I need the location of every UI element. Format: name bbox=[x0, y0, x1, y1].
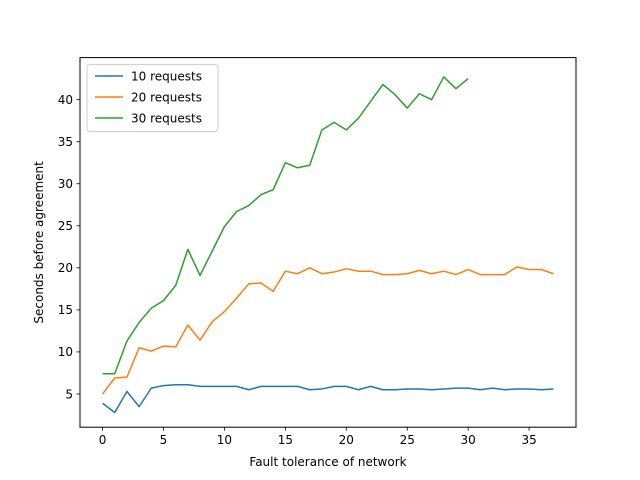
y-axis-label: Seconds before agreement bbox=[32, 161, 46, 324]
series-line-10-requests bbox=[102, 383, 554, 414]
x-tick-label: 10 bbox=[217, 433, 232, 447]
legend: 10 requests 20 requests 30 requests bbox=[86, 64, 219, 133]
x-axis-label: Fault tolerance of network bbox=[249, 455, 406, 469]
x-axis-ticks: 0 5 10 15 20 25 30 35 bbox=[99, 427, 537, 447]
y-tick-label: 10 bbox=[58, 345, 73, 359]
plot-area-frame bbox=[79, 57, 577, 428]
x-tick-label: 35 bbox=[521, 433, 536, 447]
x-tick-label: 25 bbox=[400, 433, 415, 447]
x-tick-label: 5 bbox=[160, 433, 168, 447]
x-tick-label: 20 bbox=[339, 433, 354, 447]
y-axis-ticks: 5 10 15 20 25 30 35 40 bbox=[58, 93, 80, 401]
y-tick-label: 15 bbox=[58, 303, 73, 317]
series-line-20-requests bbox=[101, 266, 554, 395]
x-tick-label: 30 bbox=[461, 433, 476, 447]
legend-label-20-requests: 20 requests bbox=[131, 91, 202, 105]
y-tick-label: 35 bbox=[58, 135, 73, 149]
x-tick-label: 15 bbox=[278, 433, 293, 447]
legend-box bbox=[86, 64, 219, 133]
y-tick-label: 40 bbox=[58, 93, 73, 107]
y-tick-label: 30 bbox=[58, 177, 73, 191]
x-tick-label: 0 bbox=[99, 433, 107, 447]
y-tick-label: 5 bbox=[65, 387, 73, 401]
legend-label-10-requests: 10 requests bbox=[131, 70, 202, 84]
legend-label-30-requests: 30 requests bbox=[131, 112, 202, 126]
series-line-30-requests bbox=[102, 76, 469, 375]
y-tick-label: 25 bbox=[58, 219, 73, 233]
series-lines bbox=[101, 76, 554, 414]
y-tick-label: 20 bbox=[58, 261, 73, 275]
